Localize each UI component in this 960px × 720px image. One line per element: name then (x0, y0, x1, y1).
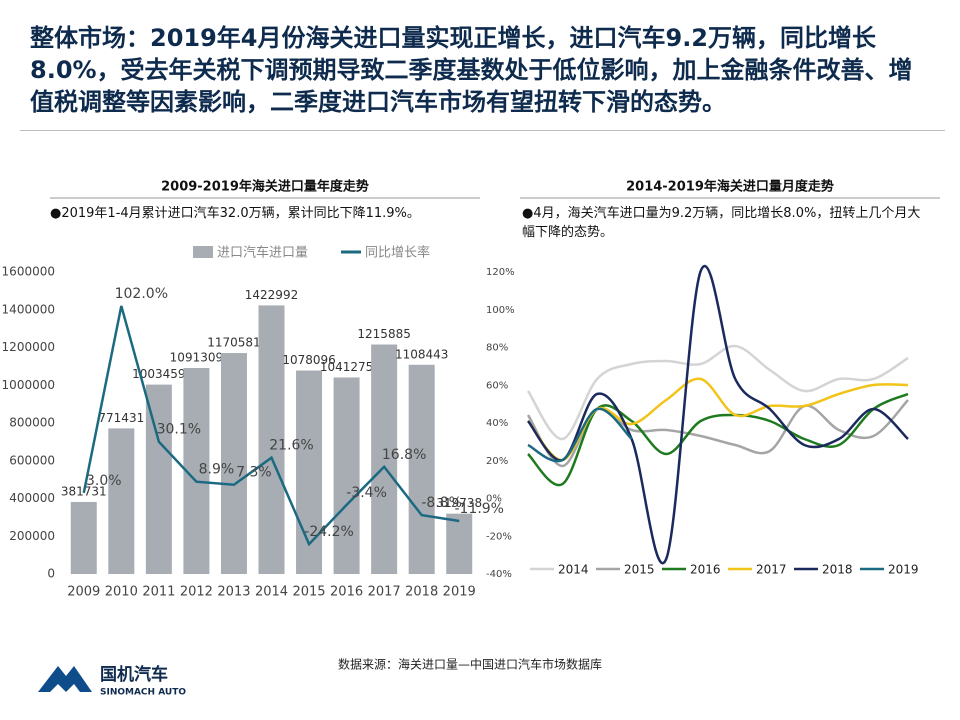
bar-label: 1422992 (245, 288, 298, 302)
line (82, 305, 460, 547)
line-label: 21.6% (269, 438, 313, 454)
y2-tick-label: 20% (486, 456, 508, 467)
line (526, 344, 909, 441)
line (527, 392, 909, 487)
logo-cn: 国机汽车 (100, 664, 168, 685)
y2-tick-label: 80% (486, 343, 508, 354)
line (527, 265, 909, 565)
bar-label: 1091309 (170, 351, 223, 365)
bar-label: 1003459 (132, 367, 185, 381)
line-label: 30.1% (157, 422, 201, 438)
y-tick-label: 600000 (9, 453, 55, 467)
note: ●4月，海关汽车进口量为9.2万辆，同比增长8.0%，扭转上几个月大幅下降的态势… (522, 206, 921, 240)
line-label: 3.0% (86, 473, 122, 489)
chart-title: 2014-2019年海关进口量月度走势 (626, 179, 834, 195)
x-tick-label: 2017 (368, 585, 401, 600)
source: 数据来源：海关进口量—中国进口汽车市场数据库 (338, 657, 602, 672)
legend-label: 2019 (888, 563, 919, 577)
y-tick-label: 1400000 (2, 302, 55, 316)
line-label: -24.2% (304, 524, 354, 540)
x-tick-label: 2009 (67, 585, 100, 600)
logo-icon (38, 666, 92, 692)
legend-label: 2015 (624, 563, 655, 577)
y-tick-label: 0 (47, 567, 55, 581)
y-tick-label: 1000000 (2, 378, 55, 392)
line-label: -11.9% (454, 501, 504, 517)
y2-tick-label: -40% (486, 569, 512, 580)
y-tick-label: 1600000 (2, 265, 55, 279)
bar-label: 1170581 (207, 336, 260, 350)
bar-label: 771431 (98, 411, 144, 425)
line-label: 102.0% (115, 286, 168, 302)
bar (145, 384, 172, 574)
y-tick-label: 1200000 (2, 340, 55, 354)
bar-label: 1041275 (320, 360, 373, 374)
x-tick-label: 2012 (180, 585, 213, 600)
bar (220, 353, 247, 574)
y-tick-label: 400000 (9, 491, 55, 505)
legend-label: 2014 (558, 563, 589, 577)
bar (446, 513, 473, 574)
y2-tick-label: 60% (486, 380, 508, 391)
bar-label: 1108443 (395, 347, 448, 361)
bar (70, 501, 97, 574)
line-label: 8.9% (199, 462, 235, 478)
y2-tick-label: -20% (486, 531, 512, 542)
line-label: -8.8% (421, 495, 462, 511)
legend-label: 同比增长率 (365, 245, 430, 261)
y2-tick-label: 120% (486, 267, 515, 278)
chart-title: 2009-2019年海关进口量年度走势 (161, 179, 369, 195)
line-label: -3.4% (346, 485, 387, 501)
bar (258, 305, 285, 574)
bar (333, 377, 360, 574)
y2-tick-label: 0% (486, 494, 502, 505)
legend-swatch (193, 246, 213, 258)
line-label: 16.8% (382, 447, 426, 463)
bar-label: 319738 (436, 496, 482, 510)
bar (408, 364, 435, 574)
bar (371, 344, 398, 574)
x-tick-label: 2018 (405, 585, 438, 600)
line (527, 377, 909, 462)
x-tick-label: 2016 (330, 585, 363, 600)
y-tick-label: 200000 (9, 529, 55, 543)
x-tick-label: 2014 (255, 585, 288, 600)
legend-label: 2018 (822, 563, 853, 577)
bar-label: 1078096 (282, 353, 335, 367)
y2-tick-label: 40% (486, 418, 508, 429)
x-tick-label: 2011 (142, 585, 175, 600)
line-label: 7.3% (236, 465, 272, 481)
divider (20, 130, 945, 131)
slide-title: 整体市场：2019年4月份海关进口量实现正增长，进口汽车9.2万辆，同比增长8.… (30, 24, 913, 116)
x-tick-label: 2019 (443, 585, 476, 600)
y-tick-label: 800000 (9, 416, 55, 430)
legend-label: 进口汽车进口量 (217, 245, 308, 261)
bar (296, 370, 323, 574)
x-tick-label: 2010 (105, 585, 138, 600)
x-tick-label: 2015 (292, 585, 325, 600)
legend-label: 2017 (756, 563, 787, 577)
logo-en: SINOMACH AUTO (100, 688, 186, 698)
bar (108, 428, 135, 574)
note: ●2019年1-4月累计进口汽车32.0万辆，累计同比下降11.9%。 (50, 206, 420, 221)
x-tick-label: 2013 (217, 585, 250, 600)
legend-label: 2016 (690, 563, 721, 577)
y2-tick-label: 100% (486, 305, 515, 316)
line (527, 407, 633, 463)
bar-label: 1215885 (357, 327, 410, 341)
